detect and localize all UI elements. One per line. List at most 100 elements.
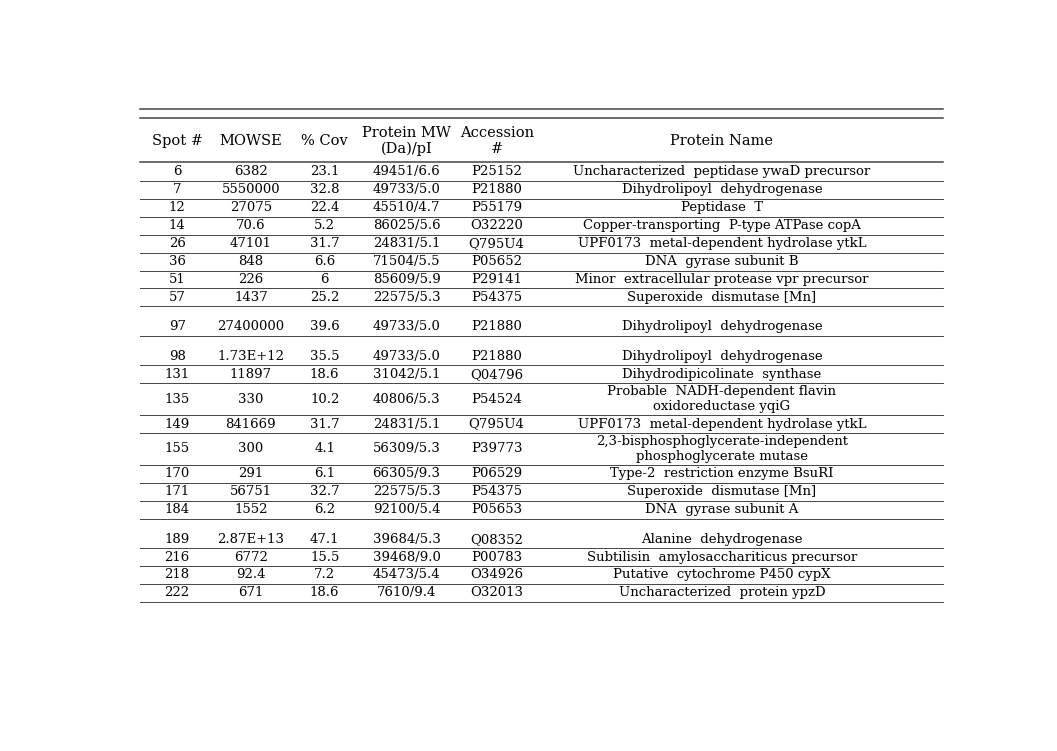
Text: 170: 170 bbox=[165, 467, 190, 481]
Text: Dihydrodipicolinate  synthase: Dihydrodipicolinate synthase bbox=[623, 368, 821, 381]
Text: 31.7: 31.7 bbox=[310, 418, 339, 430]
Text: DNA  gyrase subunit B: DNA gyrase subunit B bbox=[645, 255, 799, 268]
Text: 12: 12 bbox=[169, 201, 186, 214]
Text: 98: 98 bbox=[169, 350, 186, 363]
Text: 18.6: 18.6 bbox=[310, 368, 339, 381]
Text: 22575/5.3: 22575/5.3 bbox=[373, 485, 441, 498]
Text: 184: 184 bbox=[165, 503, 190, 516]
Text: 32.7: 32.7 bbox=[310, 485, 339, 498]
Text: Probable  NADH-dependent flavin
oxidoreductase yqiG: Probable NADH-dependent flavin oxidoredu… bbox=[608, 385, 836, 413]
Text: Accession
#: Accession # bbox=[460, 126, 534, 156]
Text: Type-2  restriction enzyme BsuRI: Type-2 restriction enzyme BsuRI bbox=[610, 467, 834, 481]
Text: 18.6: 18.6 bbox=[310, 587, 339, 599]
Text: 330: 330 bbox=[238, 393, 263, 406]
Text: O34926: O34926 bbox=[470, 569, 523, 581]
Text: 86025/5.6: 86025/5.6 bbox=[373, 219, 441, 232]
Text: 149: 149 bbox=[165, 418, 190, 430]
Text: 222: 222 bbox=[165, 587, 190, 599]
Text: 27400000: 27400000 bbox=[218, 321, 284, 333]
Text: P54524: P54524 bbox=[471, 393, 522, 406]
Text: 26: 26 bbox=[169, 237, 186, 250]
Text: 135: 135 bbox=[165, 393, 190, 406]
Text: UPF0173  metal-dependent hydrolase ytkL: UPF0173 metal-dependent hydrolase ytkL bbox=[577, 418, 867, 430]
Text: DNA  gyrase subunit A: DNA gyrase subunit A bbox=[645, 503, 799, 516]
Text: 66305/9.3: 66305/9.3 bbox=[372, 467, 441, 481]
Text: Spot #: Spot # bbox=[152, 134, 203, 148]
Text: 10.2: 10.2 bbox=[310, 393, 339, 406]
Text: Dihydrolipoyl  dehydrogenase: Dihydrolipoyl dehydrogenase bbox=[622, 350, 822, 363]
Text: P29141: P29141 bbox=[471, 273, 522, 286]
Text: 47.1: 47.1 bbox=[310, 532, 339, 546]
Text: 226: 226 bbox=[238, 273, 263, 286]
Text: Protein Name: Protein Name bbox=[670, 134, 774, 148]
Text: 22575/5.3: 22575/5.3 bbox=[373, 291, 441, 304]
Text: 57: 57 bbox=[169, 291, 186, 304]
Text: 671: 671 bbox=[238, 587, 263, 599]
Text: 49451/6.6: 49451/6.6 bbox=[373, 165, 441, 179]
Text: Q795U4: Q795U4 bbox=[468, 418, 524, 430]
Text: Copper-transporting  P-type ATPase copA: Copper-transporting P-type ATPase copA bbox=[583, 219, 860, 232]
Text: 4.1: 4.1 bbox=[314, 442, 335, 455]
Text: 216: 216 bbox=[165, 550, 190, 563]
Text: 49733/5.0: 49733/5.0 bbox=[373, 321, 441, 333]
Text: O32220: O32220 bbox=[470, 219, 523, 232]
Text: 24831/5.1: 24831/5.1 bbox=[373, 237, 441, 250]
Text: 2.87E+13: 2.87E+13 bbox=[218, 532, 284, 546]
Text: 6.1: 6.1 bbox=[314, 467, 335, 481]
Text: P05652: P05652 bbox=[471, 255, 522, 268]
Text: 25.2: 25.2 bbox=[310, 291, 339, 304]
Text: 39468/9.0: 39468/9.0 bbox=[373, 550, 441, 563]
Text: P21880: P21880 bbox=[471, 350, 522, 363]
Text: P06529: P06529 bbox=[471, 467, 522, 481]
Text: 56309/5.3: 56309/5.3 bbox=[373, 442, 441, 455]
Text: P21880: P21880 bbox=[471, 183, 522, 196]
Text: 5.2: 5.2 bbox=[314, 219, 335, 232]
Text: 218: 218 bbox=[165, 569, 190, 581]
Text: 6772: 6772 bbox=[234, 550, 267, 563]
Text: 32.8: 32.8 bbox=[310, 183, 339, 196]
Text: 92.4: 92.4 bbox=[236, 569, 265, 581]
Text: 92100/5.4: 92100/5.4 bbox=[373, 503, 441, 516]
Text: 7610/9.4: 7610/9.4 bbox=[377, 587, 437, 599]
Text: 189: 189 bbox=[165, 532, 190, 546]
Text: 39684/5.3: 39684/5.3 bbox=[373, 532, 441, 546]
Text: P21880: P21880 bbox=[471, 321, 522, 333]
Text: MOWSE: MOWSE bbox=[220, 134, 282, 148]
Text: 1437: 1437 bbox=[234, 291, 267, 304]
Text: Dihydrolipoyl  dehydrogenase: Dihydrolipoyl dehydrogenase bbox=[622, 321, 822, 333]
Text: 6: 6 bbox=[320, 273, 329, 286]
Text: 70.6: 70.6 bbox=[236, 219, 265, 232]
Text: 24831/5.1: 24831/5.1 bbox=[373, 418, 441, 430]
Text: 39.6: 39.6 bbox=[310, 321, 339, 333]
Text: 22.4: 22.4 bbox=[310, 201, 339, 214]
Text: P55179: P55179 bbox=[471, 201, 522, 214]
Text: P54375: P54375 bbox=[471, 291, 522, 304]
Text: 56751: 56751 bbox=[229, 485, 272, 498]
Text: 97: 97 bbox=[169, 321, 186, 333]
Text: Peptidase  T: Peptidase T bbox=[681, 201, 763, 214]
Text: 45510/4.7: 45510/4.7 bbox=[373, 201, 441, 214]
Text: 40806/5.3: 40806/5.3 bbox=[373, 393, 441, 406]
Text: Minor  extracellular protease vpr precursor: Minor extracellular protease vpr precurs… bbox=[575, 273, 869, 286]
Text: % Cov: % Cov bbox=[301, 134, 348, 148]
Text: Q04796: Q04796 bbox=[470, 368, 523, 381]
Text: 300: 300 bbox=[238, 442, 263, 455]
Text: Putative  cytochrome P450 cypX: Putative cytochrome P450 cypX bbox=[613, 569, 831, 581]
Text: 15.5: 15.5 bbox=[310, 550, 339, 563]
Text: 71504/5.5: 71504/5.5 bbox=[373, 255, 441, 268]
Text: 5550000: 5550000 bbox=[222, 183, 280, 196]
Text: 49733/5.0: 49733/5.0 bbox=[373, 183, 441, 196]
Text: P25152: P25152 bbox=[471, 165, 522, 179]
Text: 31.7: 31.7 bbox=[310, 237, 339, 250]
Text: O32013: O32013 bbox=[470, 587, 523, 599]
Text: 841669: 841669 bbox=[225, 418, 276, 430]
Text: Superoxide  dismutase [Mn]: Superoxide dismutase [Mn] bbox=[628, 485, 816, 498]
Text: P54375: P54375 bbox=[471, 485, 522, 498]
Text: Subtilisin  amylosacchariticus precursor: Subtilisin amylosacchariticus precursor bbox=[587, 550, 857, 563]
Text: 6: 6 bbox=[173, 165, 182, 179]
Text: 7.2: 7.2 bbox=[314, 569, 335, 581]
Text: P05653: P05653 bbox=[471, 503, 522, 516]
Text: Superoxide  dismutase [Mn]: Superoxide dismutase [Mn] bbox=[628, 291, 816, 304]
Text: UPF0173  metal-dependent hydrolase ytkL: UPF0173 metal-dependent hydrolase ytkL bbox=[577, 237, 867, 250]
Text: 131: 131 bbox=[165, 368, 190, 381]
